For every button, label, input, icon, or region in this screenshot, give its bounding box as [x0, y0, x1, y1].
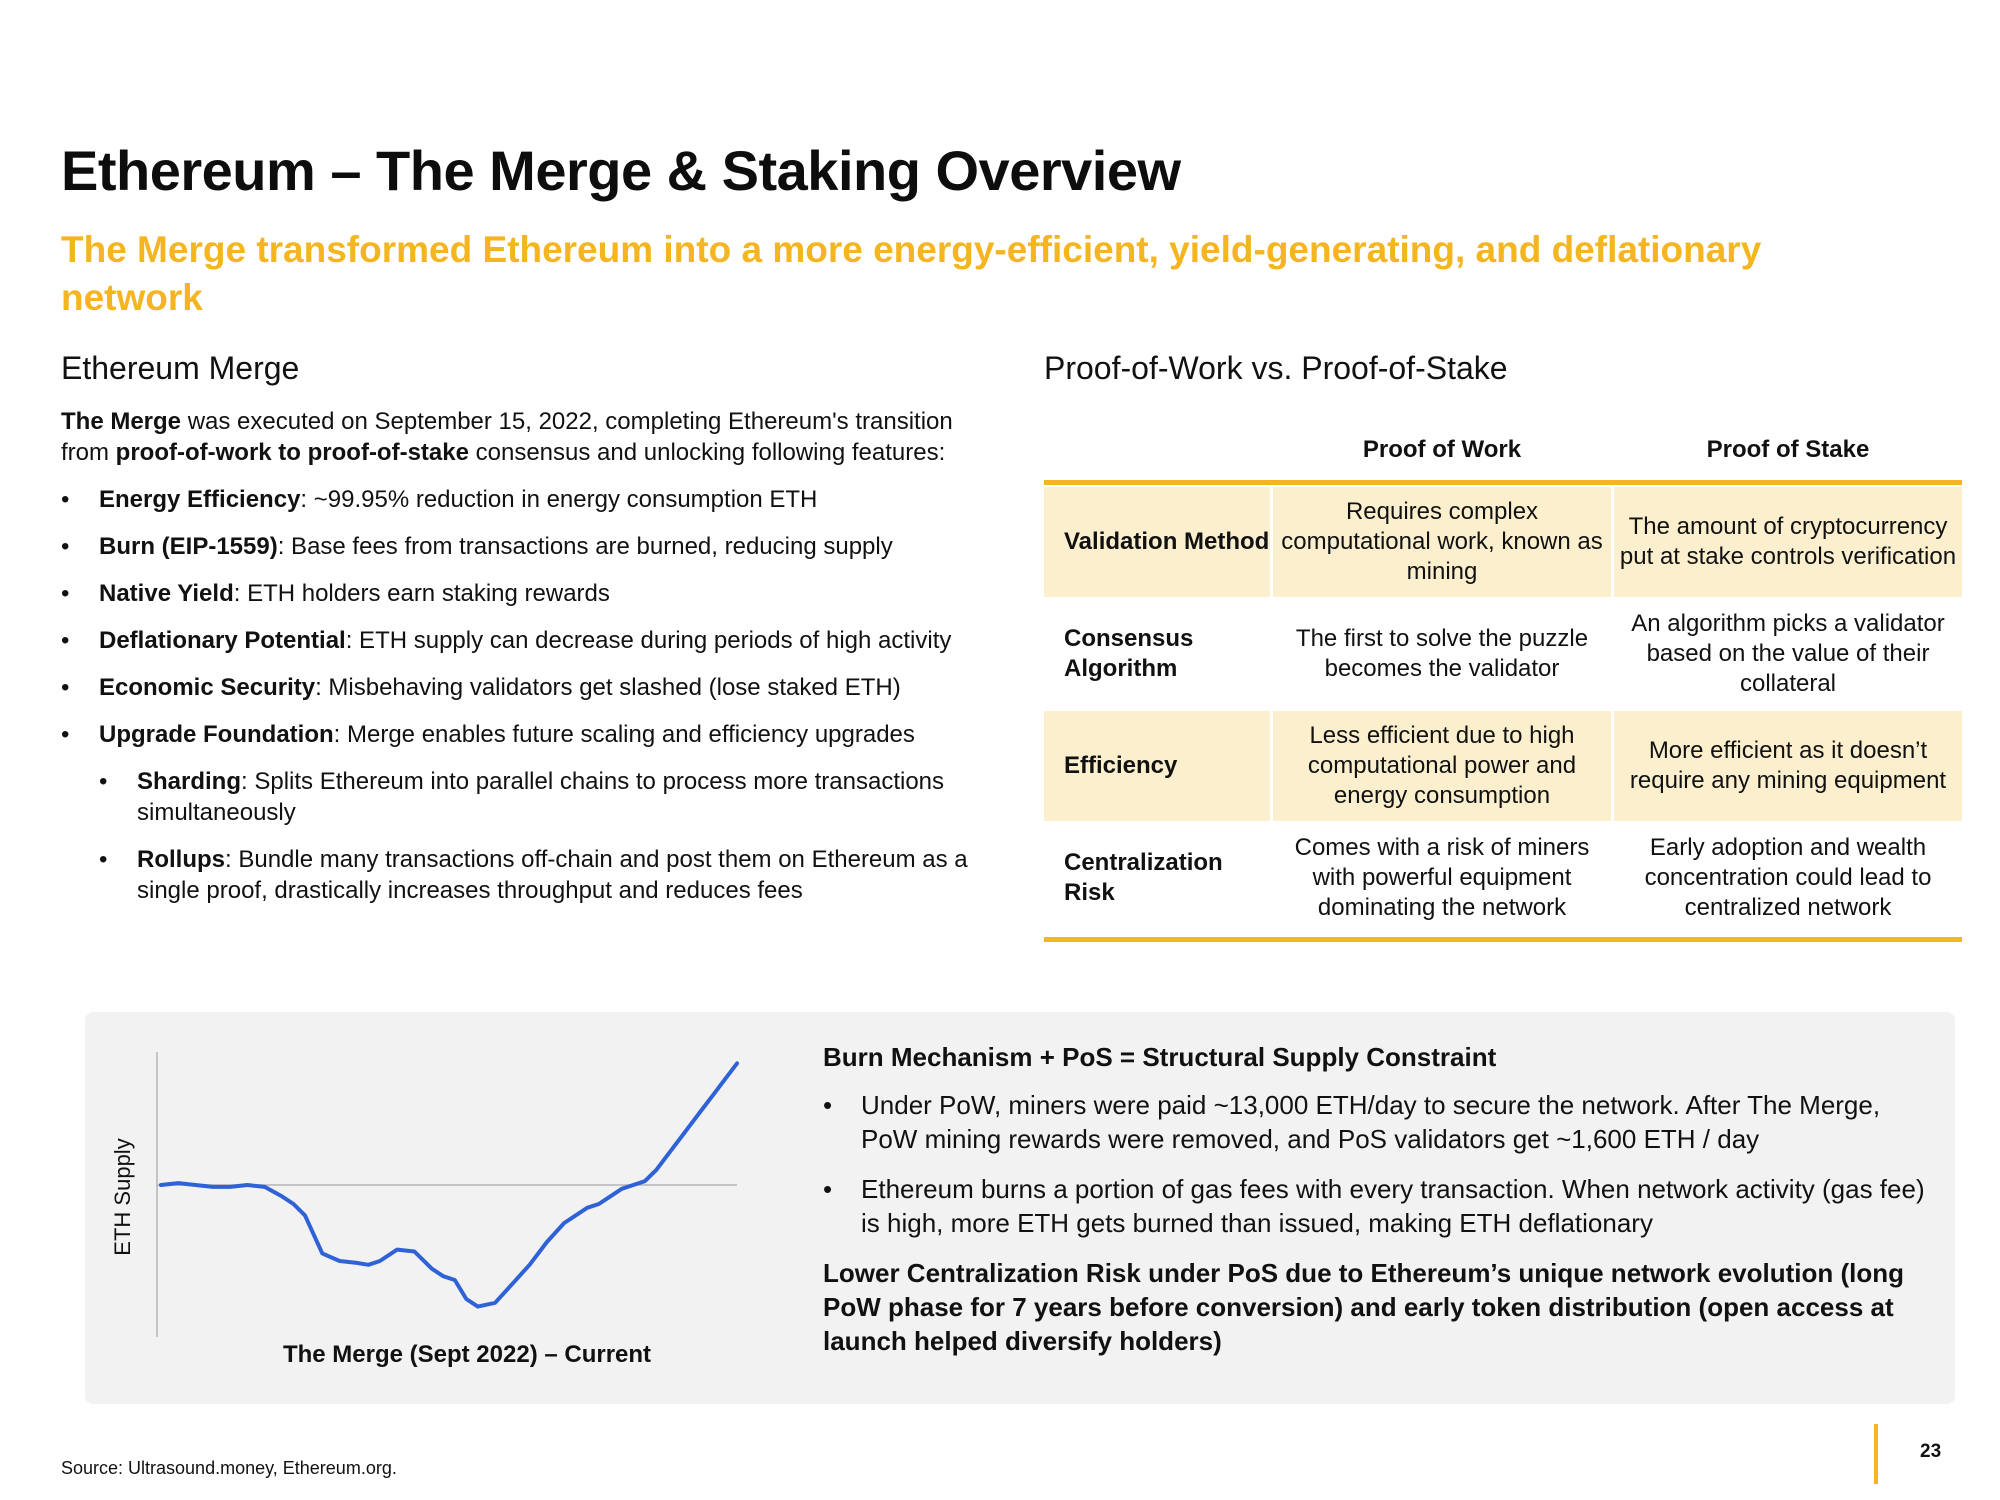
table-top-rule [1044, 480, 1962, 485]
feature-text: : Base fees from transactions are burned… [277, 533, 893, 560]
feature-item: Deflationary Potential: ETH supply can d… [61, 625, 981, 656]
supply-bullets: Under PoW, miners were paid ~13,000 ETH/… [823, 1088, 1933, 1240]
sub-feature-text: : Splits Ethereum into parallel chains t… [137, 768, 945, 826]
feature-label: Burn (EIP-1559) [99, 533, 278, 560]
table-row: Validation Method Requires complex compu… [1044, 487, 1962, 597]
pow-cell: Requires complex computational work, kno… [1273, 487, 1611, 597]
feature-text: : ETH holders earn staking rewards [233, 580, 610, 607]
page-title: Ethereum – The Merge & Staking Overview [61, 139, 1181, 202]
supply-conclusion: Lower Centralization Risk under PoS due … [823, 1258, 1905, 1356]
table-header: Proof of Work Proof of Stake [1044, 420, 1962, 480]
upgrade-sub-list: Sharding: Splits Ethereum into parallel … [61, 766, 981, 906]
pow-cell: Less efficient due to high computational… [1273, 711, 1611, 821]
table-bottom-rule [1044, 937, 1962, 942]
feature-label: Upgrade Foundation [99, 721, 334, 748]
row-label: Consensus Algorithm [1064, 625, 1194, 682]
pos-cell: An algorithm picks a validator based on … [1631, 610, 1945, 697]
merge-section: The Merge was executed on September 15, … [61, 406, 981, 906]
table-row: Efficiency Less efficient due to high co… [1044, 711, 1962, 821]
feature-label: Economic Security [99, 674, 316, 701]
supply-heading: Burn Mechanism + PoS = Structural Supply… [823, 1042, 1497, 1072]
pos-cell: More efficient as it doesn’t require any… [1614, 711, 1962, 821]
page-number-bar [1874, 1424, 1878, 1484]
eth-supply-line [159, 1061, 739, 1309]
supply-bullet: Ethereum burns a portion of gas fees wit… [823, 1172, 1933, 1240]
y-axis-label: ETH Supply [110, 1138, 135, 1255]
pow-cell: The first to solve the puzzle becomes th… [1295, 625, 1589, 682]
supply-bullet: Under PoW, miners were paid ~13,000 ETH/… [823, 1088, 1933, 1156]
intro-text-1: was executed on September 15, 2022, comp… [61, 408, 953, 466]
feature-item: Upgrade Foundation: Merge enables future… [61, 719, 981, 750]
pos-cell: Early adoption and wealth concentration … [1644, 834, 1932, 921]
feature-list: Energy Efficiency: ~99.95% reduction in … [61, 484, 981, 750]
intro-text-2: consensus and unlocking following featur… [468, 439, 946, 466]
pos-cell: The amount of cryptocurrency put at stak… [1614, 487, 1962, 597]
x-axis-label: The Merge (Sept 2022) – Current [283, 1341, 651, 1368]
pow-cell: Comes with a risk of miners with powerfu… [1294, 834, 1590, 921]
sub-feature-text: : Bundle many transactions off-chain and… [137, 846, 968, 904]
comparison-heading: Proof-of-Work vs. Proof-of-Stake [1044, 350, 1508, 386]
supply-text: Burn Mechanism + PoS = Structural Supply… [823, 1040, 1933, 1358]
page-number: 23 [1920, 1441, 1942, 1462]
intro-bold-mid: proof-of-work to proof-of-stake [115, 439, 469, 466]
supply-panel: ETH Supply The Merge (Sept 2022) – Curre… [85, 1012, 1955, 1404]
table-row: Consensus Algorithm The first to solve t… [1044, 599, 1962, 709]
row-label: Validation Method [1044, 487, 1270, 597]
sub-feature-item: Rollups: Bundle many transactions off-ch… [61, 844, 981, 906]
sub-feature-item: Sharding: Splits Ethereum into parallel … [61, 766, 981, 828]
feature-text: : ~99.95% reduction in energy consumptio… [300, 486, 818, 513]
row-label: Centralization Risk [1064, 849, 1223, 906]
feature-text: : Misbehaving validators get slashed (lo… [315, 674, 901, 701]
merge-intro: The Merge was executed on September 15, … [61, 406, 981, 468]
merge-heading: Ethereum Merge [61, 350, 300, 386]
header-pos: Proof of Stake [1706, 436, 1870, 463]
comparison-table: Proof of Work Proof of Stake Validation … [1044, 420, 1962, 942]
feature-text: : Merge enables future scaling and effic… [333, 721, 915, 748]
feature-text: : ETH supply can decrease during periods… [345, 627, 952, 654]
feature-item: Burn (EIP-1559): Base fees from transact… [61, 531, 981, 562]
page-subtitle: The Merge transformed Ethereum into a mo… [61, 229, 1762, 318]
feature-item: Energy Efficiency: ~99.95% reduction in … [61, 484, 981, 515]
header-pow: Proof of Work [1362, 436, 1522, 463]
feature-item: Native Yield: ETH holders earn staking r… [61, 578, 981, 609]
row-label: Efficiency [1044, 711, 1270, 821]
feature-item: Economic Security: Misbehaving validator… [61, 672, 981, 703]
sub-feature-label: Rollups [137, 846, 225, 873]
table-row: Centralization Risk Comes with a risk of… [1044, 823, 1962, 933]
feature-label: Deflationary Potential [99, 627, 346, 654]
feature-label: Energy Efficiency [99, 486, 301, 513]
source-note: Source: Ultrasound.money, Ethereum.org. [61, 1458, 397, 1478]
feature-label: Native Yield [99, 580, 234, 607]
intro-bold-lead: The Merge [61, 408, 182, 435]
eth-supply-chart: ETH Supply The Merge (Sept 2022) – Curre… [110, 1052, 739, 1368]
sub-feature-label: Sharding [137, 768, 242, 795]
